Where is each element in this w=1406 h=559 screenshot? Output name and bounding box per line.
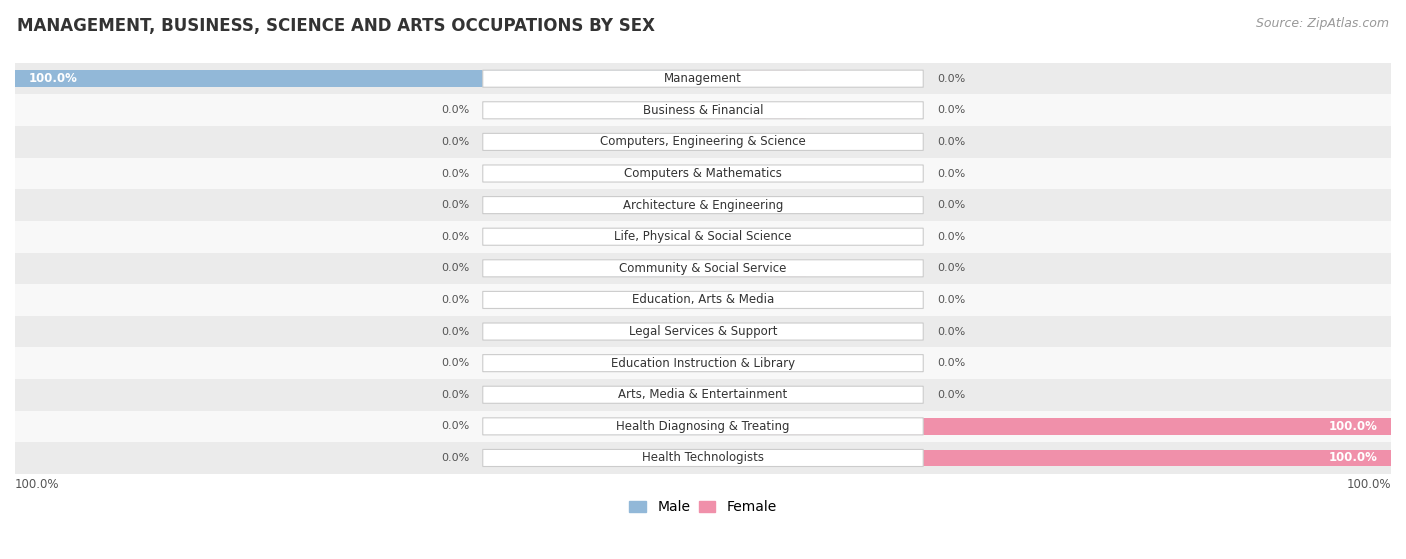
Text: 0.0%: 0.0% (441, 263, 470, 273)
Text: 100.0%: 100.0% (28, 72, 77, 85)
Text: 100.0%: 100.0% (15, 477, 59, 491)
Text: Computers, Engineering & Science: Computers, Engineering & Science (600, 135, 806, 148)
Text: Management: Management (664, 72, 742, 85)
Text: 0.0%: 0.0% (441, 232, 470, 241)
Bar (600, 197, 703, 214)
Text: 100.0%: 100.0% (1329, 452, 1378, 465)
Bar (15, 316, 1391, 347)
Legend: Male, Female: Male, Female (624, 495, 782, 520)
Text: Community & Social Service: Community & Social Service (619, 262, 787, 275)
Bar (703, 292, 806, 308)
FancyBboxPatch shape (482, 165, 924, 182)
Bar (15, 70, 703, 87)
Bar (15, 158, 1391, 190)
Bar (15, 63, 1391, 94)
Text: 0.0%: 0.0% (441, 421, 470, 432)
FancyBboxPatch shape (482, 449, 924, 467)
Text: 0.0%: 0.0% (441, 390, 470, 400)
Bar (703, 102, 806, 119)
Text: Life, Physical & Social Science: Life, Physical & Social Science (614, 230, 792, 243)
FancyBboxPatch shape (482, 418, 924, 435)
FancyBboxPatch shape (482, 197, 924, 214)
Text: 0.0%: 0.0% (441, 358, 470, 368)
Text: Source: ZipAtlas.com: Source: ZipAtlas.com (1256, 17, 1389, 30)
Bar (600, 260, 703, 277)
Text: 0.0%: 0.0% (441, 168, 470, 178)
Text: 0.0%: 0.0% (936, 326, 965, 337)
FancyBboxPatch shape (482, 134, 924, 150)
Text: Health Diagnosing & Treating: Health Diagnosing & Treating (616, 420, 790, 433)
Bar (600, 386, 703, 403)
Text: Arts, Media & Entertainment: Arts, Media & Entertainment (619, 389, 787, 401)
FancyBboxPatch shape (482, 354, 924, 372)
FancyBboxPatch shape (482, 323, 924, 340)
Text: Education Instruction & Library: Education Instruction & Library (612, 357, 794, 369)
Text: 100.0%: 100.0% (1329, 420, 1378, 433)
Bar (703, 197, 806, 214)
Bar (15, 126, 1391, 158)
Bar (703, 355, 806, 371)
Text: 0.0%: 0.0% (936, 105, 965, 115)
Text: 0.0%: 0.0% (936, 358, 965, 368)
Bar (600, 323, 703, 340)
Bar (600, 292, 703, 308)
Bar (600, 418, 703, 434)
Text: Education, Arts & Media: Education, Arts & Media (631, 293, 775, 306)
Bar (15, 221, 1391, 253)
Text: 0.0%: 0.0% (936, 295, 965, 305)
Bar (15, 94, 1391, 126)
Bar (15, 190, 1391, 221)
Bar (600, 355, 703, 371)
Text: 0.0%: 0.0% (936, 263, 965, 273)
Text: 0.0%: 0.0% (441, 137, 470, 147)
Text: 0.0%: 0.0% (936, 390, 965, 400)
Text: MANAGEMENT, BUSINESS, SCIENCE AND ARTS OCCUPATIONS BY SEX: MANAGEMENT, BUSINESS, SCIENCE AND ARTS O… (17, 17, 655, 35)
Bar (15, 284, 1391, 316)
Bar (600, 229, 703, 245)
Text: Business & Financial: Business & Financial (643, 104, 763, 117)
Bar (600, 134, 703, 150)
Bar (600, 450, 703, 466)
Text: 0.0%: 0.0% (936, 232, 965, 241)
Text: Legal Services & Support: Legal Services & Support (628, 325, 778, 338)
Text: 0.0%: 0.0% (936, 168, 965, 178)
Text: 0.0%: 0.0% (441, 453, 470, 463)
Text: Health Technologists: Health Technologists (643, 452, 763, 465)
Text: 100.0%: 100.0% (1347, 477, 1391, 491)
Bar (703, 418, 1391, 434)
Bar (15, 410, 1391, 442)
Bar (703, 323, 806, 340)
Bar (703, 450, 1391, 466)
FancyBboxPatch shape (482, 70, 924, 87)
Bar (600, 102, 703, 119)
Bar (703, 386, 806, 403)
Text: 0.0%: 0.0% (936, 74, 965, 84)
Bar (703, 134, 806, 150)
FancyBboxPatch shape (482, 291, 924, 309)
Text: 0.0%: 0.0% (441, 326, 470, 337)
Bar (703, 260, 806, 277)
Text: 0.0%: 0.0% (441, 200, 470, 210)
FancyBboxPatch shape (482, 228, 924, 245)
Bar (703, 70, 806, 87)
Text: Computers & Mathematics: Computers & Mathematics (624, 167, 782, 180)
Bar (15, 379, 1391, 410)
Bar (15, 253, 1391, 284)
Text: 0.0%: 0.0% (441, 105, 470, 115)
FancyBboxPatch shape (482, 102, 924, 119)
Bar (15, 347, 1391, 379)
Bar (703, 165, 806, 182)
Text: 0.0%: 0.0% (441, 295, 470, 305)
Text: 0.0%: 0.0% (936, 137, 965, 147)
Bar (703, 229, 806, 245)
Bar (15, 442, 1391, 474)
FancyBboxPatch shape (482, 386, 924, 403)
Bar (600, 165, 703, 182)
Text: 0.0%: 0.0% (936, 200, 965, 210)
Text: Architecture & Engineering: Architecture & Engineering (623, 198, 783, 212)
FancyBboxPatch shape (482, 260, 924, 277)
